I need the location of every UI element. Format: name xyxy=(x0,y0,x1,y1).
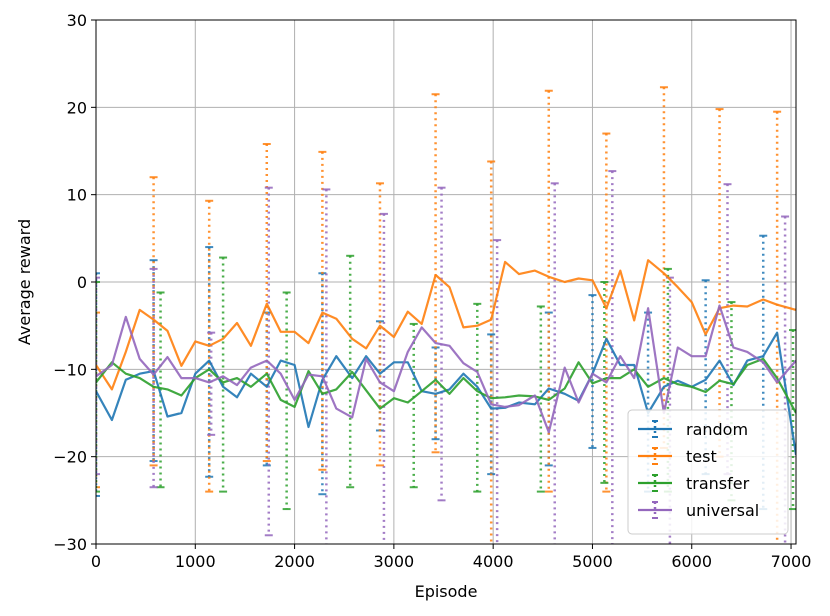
y-tick-label: 10 xyxy=(67,186,87,205)
series-lines xyxy=(96,259,796,456)
x-tick-label: 4000 xyxy=(473,552,514,571)
series-line-universal xyxy=(96,304,796,434)
y-tick-label: −20 xyxy=(53,448,87,467)
y-tick-label: 30 xyxy=(67,11,87,30)
series-line-test xyxy=(96,259,796,391)
x-tick-label: 6000 xyxy=(671,552,712,571)
ticks: 0 1000 2000 3000 4000 5000 6000 7000 −30 −20 −10 0 1… xyxy=(53,11,811,571)
y-tick-label: −10 xyxy=(53,360,87,379)
legend-label-test: test xyxy=(686,447,717,466)
x-tick-label: 2000 xyxy=(274,552,315,571)
y-tick-label: −30 xyxy=(53,535,87,554)
legend-label-transfer: transfer xyxy=(686,474,750,493)
x-tick-label: 0 xyxy=(91,552,101,571)
y-tick-label: 0 xyxy=(77,273,87,292)
x-tick-label: 3000 xyxy=(374,552,415,571)
series-line-transfer xyxy=(96,357,796,414)
legend: random test transfer universal xyxy=(627,409,789,535)
x-tick-label: 5000 xyxy=(572,552,613,571)
y-tick-label: 20 xyxy=(67,98,87,117)
y-axis-title: Average reward xyxy=(15,219,34,345)
series-line-random xyxy=(96,331,796,456)
x-tick-label: 7000 xyxy=(771,552,812,571)
legend-box xyxy=(627,409,789,535)
x-tick-label: 1000 xyxy=(175,552,216,571)
legend-label-universal: universal xyxy=(686,501,759,520)
legend-label-random: random xyxy=(686,420,748,439)
x-axis-title: Episode xyxy=(415,582,478,601)
